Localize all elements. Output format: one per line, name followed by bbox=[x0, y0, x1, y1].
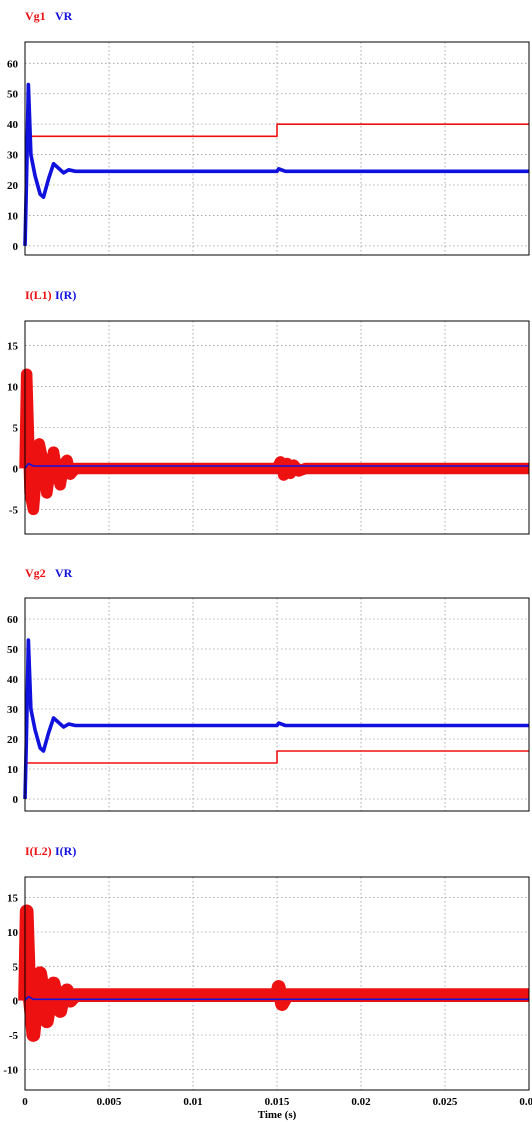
y-tick-label: 60 bbox=[7, 614, 19, 626]
y-tick-label: 30 bbox=[7, 704, 19, 716]
y-tick-label: 30 bbox=[7, 150, 19, 162]
x-axis-label: Time (s) bbox=[258, 1109, 297, 1121]
y-tick-label: 50 bbox=[7, 89, 19, 101]
x-tick-label: 0.005 bbox=[97, 1096, 122, 1108]
x-tick-label: 0.03 bbox=[519, 1096, 532, 1108]
y-tick-label: 10 bbox=[7, 382, 19, 394]
panel-4: I(L2) I(R) -10 -5 0 5 10 15 0 0.005 0.01 0.015 0.02 0… bbox=[3, 844, 532, 1121]
y-tick-label: 0 bbox=[13, 463, 19, 475]
legend-vg1: Vg1 bbox=[25, 9, 46, 23]
y-tick-label: 10 bbox=[7, 764, 19, 776]
y-tick-label: 0 bbox=[13, 794, 19, 806]
y-tick-label: -5 bbox=[9, 1030, 19, 1042]
y-tick-label: 5 bbox=[13, 423, 19, 435]
panel-2: I(L1) I(R) -5 0 5 10 15 bbox=[7, 288, 529, 534]
x-tick-label: 0 bbox=[22, 1096, 28, 1108]
y-tick-label: 40 bbox=[7, 119, 19, 131]
y-tick-label: 5 bbox=[13, 961, 19, 973]
series-vg2 bbox=[25, 751, 529, 763]
x-tick-label: 0.015 bbox=[265, 1096, 290, 1108]
y-tick-label: 10 bbox=[7, 210, 19, 222]
x-tick-label: 0.01 bbox=[183, 1096, 202, 1108]
legend-ir: I(R) bbox=[55, 288, 76, 302]
y-tick-label: 50 bbox=[7, 644, 19, 656]
legend-il1: I(L1) bbox=[25, 288, 52, 302]
legend-vr: VR bbox=[55, 9, 73, 23]
series-vr bbox=[25, 85, 529, 246]
y-tick-label: 15 bbox=[7, 893, 19, 905]
y-tick-label: 20 bbox=[7, 180, 19, 192]
y-tick-label: 10 bbox=[7, 927, 19, 939]
legend-il2: I(L2) bbox=[25, 844, 52, 858]
legend-vr: VR bbox=[55, 566, 73, 580]
x-tick-label: 0.02 bbox=[351, 1096, 371, 1108]
y-tick-label: 0 bbox=[13, 241, 19, 253]
y-tick-label: 40 bbox=[7, 674, 19, 686]
y-tick-label: 15 bbox=[7, 341, 19, 353]
y-tick-label: 60 bbox=[7, 58, 19, 70]
y-tick-label: 20 bbox=[7, 734, 19, 746]
y-tick-label: -5 bbox=[9, 504, 19, 516]
legend-ir: I(R) bbox=[55, 844, 76, 858]
y-tick-label: 0 bbox=[13, 996, 19, 1008]
legend-vg2: Vg2 bbox=[25, 566, 46, 580]
panel-1: Vg1 VR 0 10 20 30 40 50 60 bbox=[7, 9, 529, 255]
x-tick-label: 0.025 bbox=[433, 1096, 458, 1108]
panel-3: Vg2 VR 0 10 20 30 40 50 60 bbox=[7, 566, 529, 811]
y-tick-label: -10 bbox=[3, 1064, 18, 1076]
series-vg1 bbox=[25, 124, 529, 136]
